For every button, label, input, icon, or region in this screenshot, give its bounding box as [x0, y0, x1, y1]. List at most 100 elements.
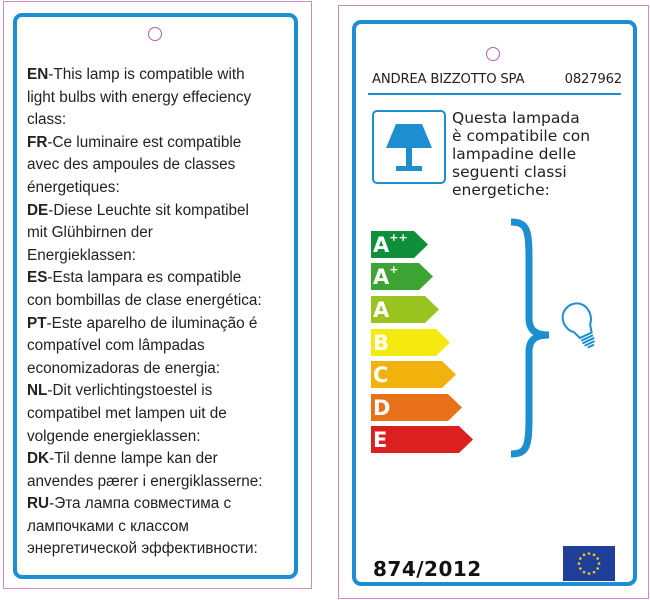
- table-lamp-icon: [372, 110, 446, 184]
- text-line-ru: RU-Эта лампа совместима с: [27, 493, 297, 516]
- class-letter: A: [373, 298, 390, 322]
- line-text: énergetiques:: [27, 178, 120, 196]
- supplier-name: ANDREA BIZZOTTO SPA: [372, 72, 525, 87]
- line-text: compatibel met lampen uit de: [27, 404, 227, 422]
- class-letter: E: [373, 428, 388, 452]
- text-line-de: mit Glühbirnen der: [27, 222, 297, 245]
- text-line-pt: compatível com lâmpadas: [27, 335, 297, 358]
- light-bulb-icon: [561, 302, 595, 349]
- right-tag-outline: [338, 5, 649, 599]
- text-line-pt: economizadoras de energia:: [27, 358, 297, 381]
- text-line-nl: compatibel met lampen uit de: [27, 403, 297, 426]
- hang-hole: [148, 27, 162, 41]
- info-line: lampadine delle: [452, 145, 577, 163]
- energy-class-label: B: [373, 330, 389, 356]
- class-superscript: ++: [389, 231, 408, 244]
- class-letter: A: [373, 265, 390, 289]
- energy-class-label: C: [373, 362, 388, 388]
- language-code: EN: [27, 66, 49, 83]
- text-line-dk: DK-Til denne lampe kan der: [27, 448, 297, 471]
- info-line: energetiche:: [452, 181, 550, 199]
- line-text: Energieklassen:: [27, 246, 136, 264]
- line-text: -Este aparelho de iluminação é: [46, 314, 258, 332]
- line-text: -Diese Leuchte sit kompatibel: [48, 201, 249, 219]
- energy-class-bar: A: [371, 296, 439, 323]
- line-text: -Эта лампа совместима с: [49, 495, 232, 513]
- line-text: -Esta lampara es compatible: [47, 269, 242, 287]
- language-code: DE: [27, 201, 49, 219]
- eu-star: [579, 567, 582, 570]
- brace-icon: [510, 218, 550, 458]
- text-line-es: ES-Esta lampara es compatible: [27, 267, 297, 290]
- line-text: -Ce luminaire est compatible: [47, 133, 242, 151]
- text-line-en: EN-This lamp is compatible with: [27, 64, 297, 87]
- left-tag-outline: [3, 1, 312, 589]
- line-text: лампочками с классом: [27, 517, 189, 535]
- info-line: seguenti classi: [452, 163, 567, 181]
- text-line-fr: énergetiques:: [27, 177, 297, 200]
- energy-class-label: A+: [373, 264, 398, 290]
- energy-class-bar: A++: [371, 231, 428, 258]
- energy-class-bar: B: [371, 329, 450, 356]
- eu-star: [597, 562, 601, 565]
- text-line-ru: лампочками с классом: [27, 516, 297, 539]
- class-letter: A: [373, 233, 390, 257]
- text-line-fr: avec des ampoules de classes: [27, 154, 297, 177]
- language-code: PT: [27, 314, 47, 332]
- right-label-card: [352, 20, 637, 586]
- text-line-ru: энергетической эффективности:: [27, 538, 297, 561]
- line-text: class:: [27, 111, 67, 129]
- eu-flag-icon: [563, 546, 615, 581]
- language-code: ES: [27, 269, 48, 287]
- energy-class-bar: C: [371, 361, 456, 388]
- eu-star: [596, 557, 599, 560]
- eu-star: [582, 553, 586, 557]
- header-divider: [368, 93, 621, 95]
- eu-star: [582, 570, 586, 574]
- language-code: NL: [27, 382, 48, 400]
- energy-class-label: E: [373, 427, 387, 453]
- line-text: -Til denne lampe kan der: [49, 450, 218, 468]
- eu-star: [577, 562, 581, 565]
- info-line: è compatibile con: [452, 127, 591, 145]
- energy-class-bar: D: [371, 394, 462, 421]
- eu-star: [596, 567, 599, 570]
- line-text: compatível com lâmpadas: [27, 337, 205, 355]
- left-label-card: [13, 13, 298, 579]
- eu-star: [592, 570, 596, 574]
- class-letter: B: [373, 331, 390, 355]
- text-line-en: class:: [27, 109, 297, 132]
- compatibility-text: Questa lampada è compatibile con lampadine…: [452, 109, 590, 199]
- energy-class-bar: E: [371, 426, 473, 453]
- line-text: light bulbs with energy effeciency: [27, 88, 252, 106]
- line-text: economizadoras de energia:: [27, 359, 221, 377]
- energy-class-label: D: [373, 395, 390, 421]
- line-text: avec des ampoules de classes: [27, 156, 236, 174]
- eu-star: [592, 553, 596, 557]
- class-superscript: +: [389, 263, 399, 276]
- line-text: энергетической эффективности:: [27, 540, 258, 558]
- regulation-number: 874/2012: [373, 557, 482, 581]
- label-header: ANDREA BIZZOTTO SPA 0827962: [372, 72, 622, 87]
- eu-star: [579, 557, 582, 560]
- text-line-de: Energieklassen:: [27, 245, 297, 268]
- line-text: -This lamp is compatible with: [48, 66, 245, 83]
- language-code: FR: [27, 133, 48, 151]
- hang-hole: [486, 47, 500, 61]
- line-text: mit Glühbirnen der: [27, 224, 153, 242]
- eu-star: [587, 572, 591, 575]
- text-line-fr: FR-Ce luminaire est compatible: [27, 132, 297, 155]
- language-code: DK: [27, 450, 50, 468]
- text-line-nl: volgende energieklassen:: [27, 426, 297, 449]
- line-text: anvendes pærer i energiklasserne:: [27, 472, 263, 490]
- language-code: RU: [27, 495, 50, 513]
- class-letter: C: [373, 363, 389, 387]
- class-letter: D: [373, 396, 391, 420]
- text-line-dk: anvendes pærer i energiklasserne:: [27, 471, 297, 494]
- text-line-es: con bombillas de clase energética:: [27, 290, 297, 313]
- line-text: -Dit verlichtingstoestel is: [47, 382, 213, 400]
- text-line-de: DE-Diese Leuchte sit kompatibel: [27, 200, 297, 223]
- text-line-pt: PT-Este aparelho de iluminação é: [27, 313, 297, 336]
- eu-star: [587, 552, 591, 555]
- energy-class-label: A: [373, 297, 389, 323]
